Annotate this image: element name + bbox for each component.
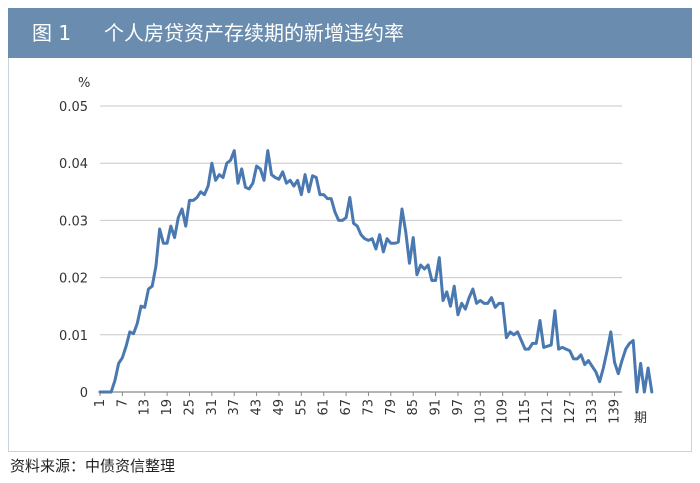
- x-tick-label: 1: [93, 399, 108, 407]
- y-tick-label: 0.01: [59, 329, 88, 344]
- x-tick-label: 43: [250, 399, 265, 416]
- x-tick-label: 49: [272, 399, 287, 416]
- grid-lines: [100, 105, 622, 393]
- x-tick-label: 7: [115, 399, 130, 407]
- x-tick-label: 85: [406, 399, 421, 416]
- x-tick-label: 55: [294, 399, 309, 416]
- y-axis-ticks: 0 0.01 0.02 0.03 0.04 0.05: [59, 100, 88, 401]
- source-note: 资料来源：中债资信整理: [10, 457, 176, 475]
- x-tick-label: 79: [384, 399, 399, 416]
- x-tick-label: 109: [496, 399, 511, 424]
- x-tick-label: 121: [540, 399, 555, 424]
- figure-label: 图 1: [32, 21, 72, 45]
- y-tick-label: 0.04: [59, 157, 88, 172]
- x-axis-ticks: 1 7 13 19 25 31 37 43 49 55 61 67 73 79 85 91 97 103 109 11…: [93, 392, 623, 424]
- series-line: [98, 149, 654, 394]
- y-tick-label: 0.03: [59, 214, 88, 229]
- x-tick-label: 73: [361, 399, 376, 416]
- x-tick-label: 91: [429, 399, 444, 416]
- y-axis-unit: %: [78, 76, 90, 91]
- x-tick-label: 61: [317, 399, 332, 416]
- x-tick-label: 97: [451, 399, 466, 416]
- x-tick-label: 13: [138, 399, 153, 416]
- x-tick-label: 139: [608, 399, 623, 424]
- x-tick-label: 31: [205, 399, 220, 416]
- x-tick-label: 37: [227, 399, 242, 416]
- y-tick-label: 0.05: [59, 100, 88, 115]
- x-tick-label: 133: [585, 399, 600, 424]
- x-axis-unit: 期: [634, 411, 647, 426]
- figure-frame: [8, 8, 692, 452]
- x-tick-label: 115: [518, 399, 533, 424]
- x-tick-label: 127: [563, 399, 578, 424]
- figure-title-bar: 图 1 个人房贷资产存续期的新增违约率: [8, 8, 692, 58]
- x-tick-label: 25: [182, 399, 197, 416]
- x-tick-label: 67: [339, 399, 354, 416]
- x-tick-label: 103: [473, 399, 488, 424]
- y-tick-label: 0.02: [59, 272, 88, 287]
- y-tick-label: 0: [80, 386, 88, 401]
- x-tick-label: 19: [160, 399, 175, 416]
- figure-title: 个人房贷资产存续期的新增违约率: [104, 21, 404, 45]
